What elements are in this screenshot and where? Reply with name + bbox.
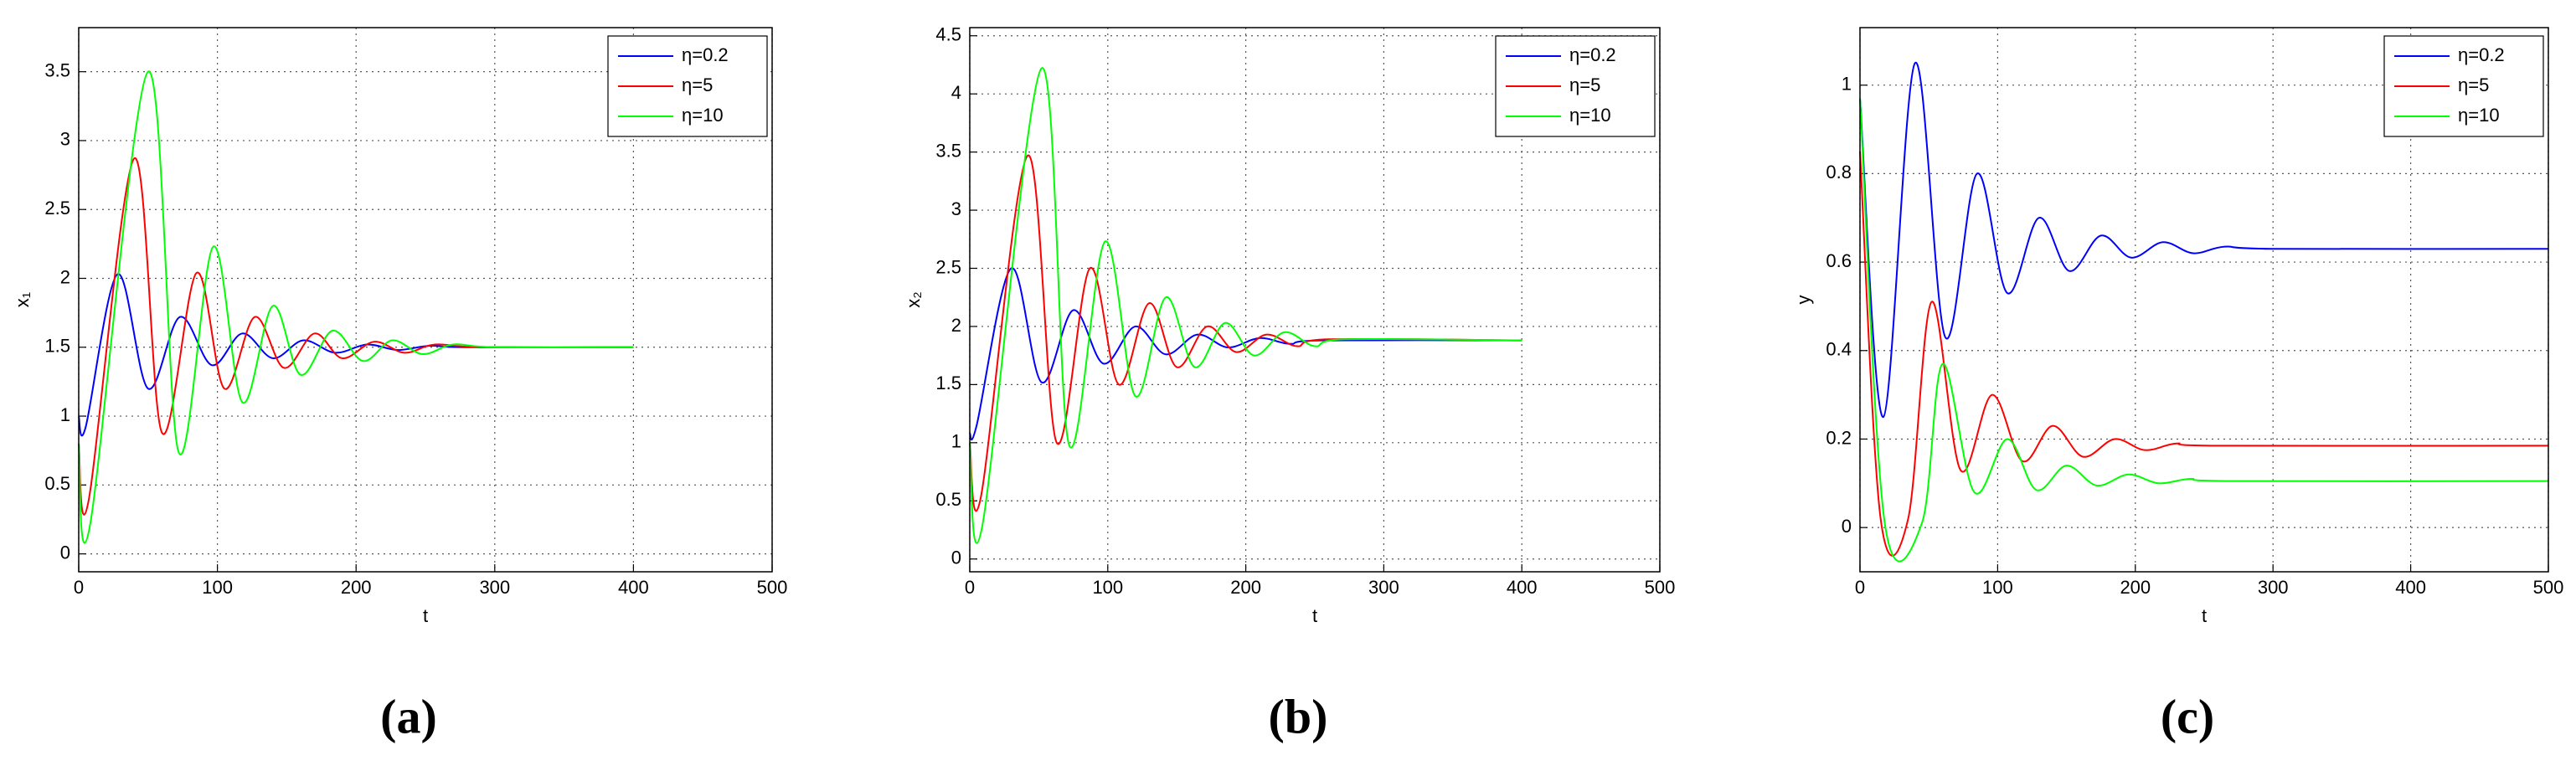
y-tick-label: 0.8 (1826, 162, 1852, 183)
y-tick-label: 1.5 (44, 336, 70, 357)
y-tick-label: 4.5 (935, 24, 961, 45)
x-tick-label: 100 (1092, 577, 1123, 598)
legend-label: η=5 (2458, 75, 2489, 95)
x-tick-label: 100 (1982, 577, 2013, 598)
x-axis-label: t (423, 605, 428, 626)
y-tick-label: 1 (1842, 74, 1852, 95)
y-axis-label: x₁ (12, 292, 33, 307)
panel-label: (a) (380, 689, 437, 743)
y-tick-label: 0 (60, 542, 70, 563)
x-tick-label: 500 (2533, 577, 2564, 598)
x-tick-label: 300 (479, 577, 510, 598)
x-tick-label: 400 (2395, 577, 2426, 598)
series-line (969, 267, 1522, 441)
subplot: 0 100 200 300 400 500 0 0.2 0.4 0.6 0.8 1 t y η=0.2 η=5… (1793, 27, 2564, 743)
panel-label: (c) (2161, 689, 2214, 743)
y-tick-label: 1 (951, 431, 961, 452)
subplot: 0 100 200 300 400 500 0 0.5 1 1.5 2 2.5 3 3.5 t x₁ η=0.2… (12, 27, 788, 743)
y-tick-label: 0 (951, 548, 961, 568)
series-line (969, 154, 1522, 512)
x-tick-label: 200 (1230, 577, 1261, 598)
x-tick-label: 200 (341, 577, 372, 598)
y-tick-label: 3.5 (935, 140, 961, 161)
x-tick-label: 0 (965, 577, 975, 598)
panel-label: (b) (1269, 689, 1328, 743)
subplot: 0 100 200 300 400 500 0 0.5 1 1.5 2 2.5 3 3.5 4 4.5 t x₂ η… (903, 24, 1676, 744)
x-tick-label: 300 (2258, 577, 2289, 598)
y-tick-label: 4 (951, 82, 961, 103)
y-tick-label: 3 (951, 198, 961, 219)
series-line (78, 157, 634, 516)
y-tick-label: 3 (60, 129, 70, 150)
legend-label: η=5 (1569, 75, 1600, 95)
axes-frame (969, 27, 1661, 573)
x-tick-label: 500 (1645, 577, 1676, 598)
series-line (1859, 98, 2549, 563)
y-tick-label: 0.5 (935, 489, 961, 510)
series-line (1859, 62, 2549, 419)
y-tick-label: 2 (951, 315, 961, 336)
y-tick-label: 0.2 (1826, 427, 1852, 448)
y-tick-label: 2 (60, 266, 70, 287)
axes-frame (78, 27, 773, 573)
series-line (969, 67, 1522, 544)
legend-label: η=10 (1569, 105, 1611, 126)
y-tick-label: 0.6 (1826, 250, 1852, 271)
legend-label: η=5 (682, 75, 713, 95)
x-tick-label: 0 (1855, 577, 1865, 598)
legend-label: η=0.2 (2458, 44, 2505, 65)
y-tick-label: 2.5 (44, 198, 70, 218)
axes-frame (1859, 27, 2549, 573)
legend-label: η=10 (2458, 105, 2500, 126)
y-tick-label: 3.5 (44, 59, 70, 80)
legend-label: η=0.2 (1569, 44, 1616, 65)
y-axis-label: y (1793, 296, 1814, 305)
y-tick-label: 0 (1842, 516, 1852, 537)
x-tick-label: 300 (1368, 577, 1399, 598)
x-tick-label: 500 (757, 577, 788, 598)
x-tick-label: 400 (618, 577, 649, 598)
x-axis-label: t (2202, 605, 2207, 626)
series-line (1859, 151, 2549, 557)
y-tick-label: 0.5 (44, 473, 70, 494)
x-tick-label: 200 (2120, 577, 2151, 598)
x-tick-label: 0 (74, 577, 84, 598)
x-tick-label: 100 (202, 577, 233, 598)
series-line (78, 70, 634, 544)
x-axis-label: t (1312, 605, 1317, 626)
y-tick-label: 1.5 (935, 373, 961, 393)
y-tick-label: 0.4 (1826, 339, 1852, 360)
y-tick-label: 2.5 (935, 256, 961, 277)
y-tick-label: 1 (60, 404, 70, 425)
y-axis-label: x₂ (903, 291, 924, 308)
x-tick-label: 400 (1507, 577, 1538, 598)
legend-label: η=0.2 (682, 44, 729, 65)
legend-label: η=10 (682, 105, 724, 126)
